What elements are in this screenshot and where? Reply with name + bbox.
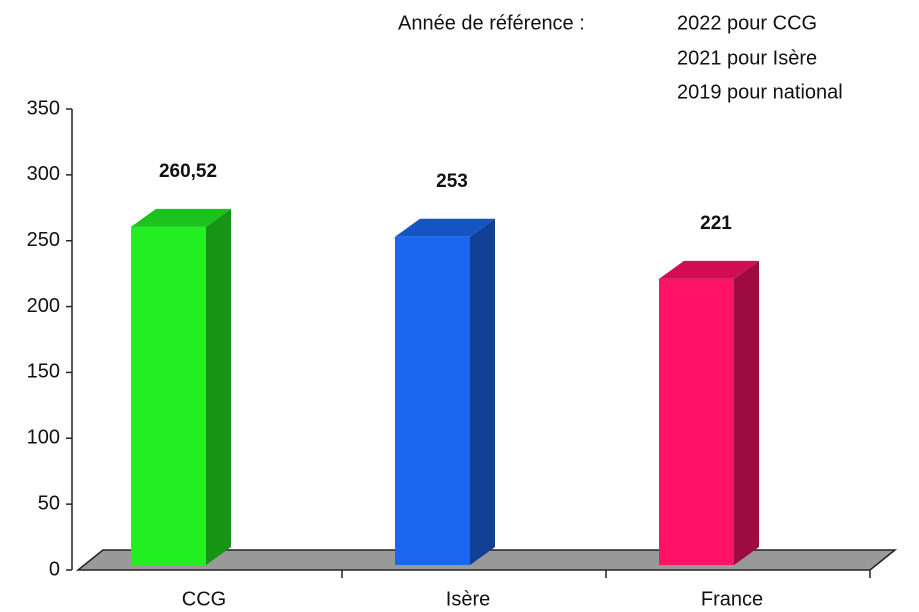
y-tick-label: 0	[49, 558, 60, 580]
y-tick-label: 350	[27, 97, 60, 119]
bar-top	[659, 260, 759, 279]
y-tick-label: 100	[27, 427, 60, 449]
y-tick-label: 150	[27, 361, 60, 383]
bar-top	[131, 208, 231, 227]
bar	[659, 278, 734, 565]
annotation-line: 2019 pour national	[677, 81, 843, 103]
y-tick-label: 300	[27, 163, 60, 185]
y-tick-label: 50	[38, 492, 60, 514]
annotation-line: 2021 pour Isère	[677, 47, 817, 69]
value-label: 221	[700, 213, 732, 234]
bar	[395, 236, 470, 565]
value-label: 260,52	[159, 161, 217, 182]
annotation-title: Année de référence :	[398, 12, 585, 34]
annotation-line: 2022 pour CCG	[677, 12, 817, 34]
bar-side	[734, 260, 759, 565]
bar-top	[395, 218, 495, 237]
bar-side	[470, 218, 495, 565]
bar	[131, 226, 206, 565]
y-tick-label: 200	[27, 295, 60, 317]
x-tick-label: Isère	[446, 588, 490, 610]
x-tick-label: France	[701, 588, 763, 610]
bar-side	[206, 208, 231, 565]
value-label: 253	[436, 171, 468, 192]
x-tick-label: CCG	[182, 588, 226, 610]
y-tick-label: 250	[27, 229, 60, 251]
